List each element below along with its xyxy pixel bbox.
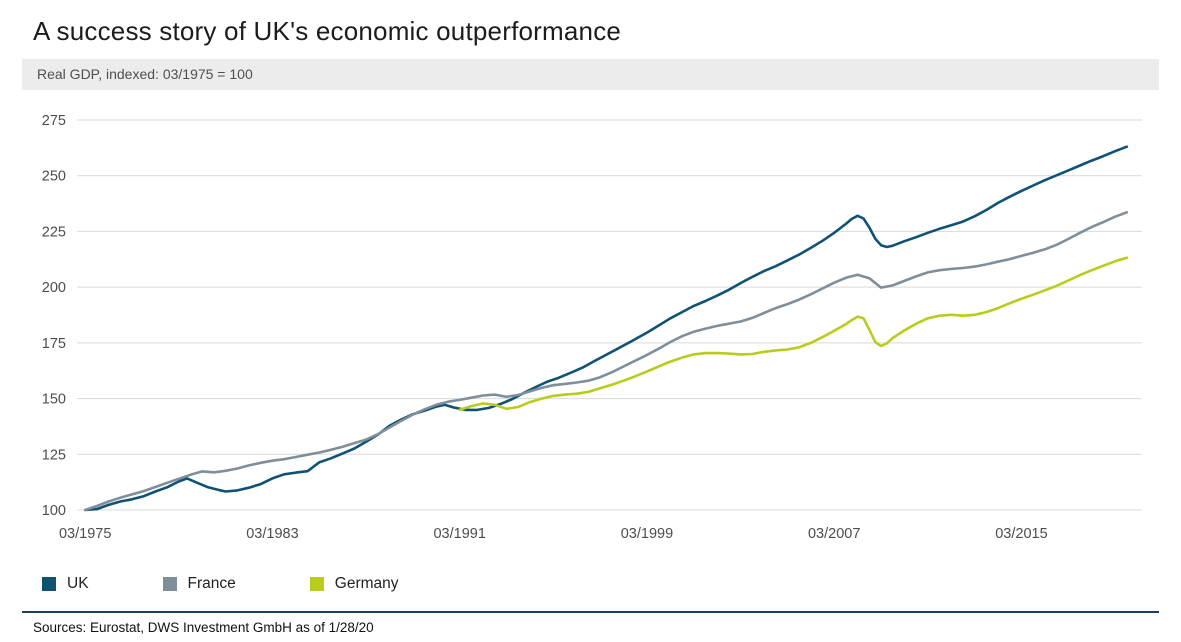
legend-swatch-france <box>162 577 177 591</box>
page-title: A success story of UK's economic outperf… <box>33 16 622 46</box>
x-tick-label: 03/1983 <box>246 526 298 542</box>
legend-item-uk: UK <box>42 575 89 593</box>
legend-swatch-uk <box>42 577 56 591</box>
legend-swatch-germany <box>309 577 324 591</box>
y-tick-label: 100 <box>42 503 66 519</box>
legend-label-france: France <box>187 575 236 592</box>
x-tick-label: 03/1999 <box>621 526 673 542</box>
series-line-germany <box>458 256 1129 412</box>
legend-label-uk: UK <box>67 575 89 592</box>
legend-item-germany: Germany <box>309 575 399 593</box>
chart-legend: UK France Germany <box>22 562 1159 602</box>
chart-subtitle: Real GDP, indexed: 03/1975 = 100 <box>22 59 1159 90</box>
x-tick-label: 03/1975 <box>59 526 111 542</box>
x-tick-label: 03/1991 <box>433 526 485 542</box>
series-line-uk <box>83 145 1129 512</box>
series-line-france <box>83 211 1129 512</box>
y-tick-label: 150 <box>42 392 66 408</box>
footer-divider <box>22 611 1159 613</box>
gdp-line-chart: 100 125 150 175 200 225 250 275 03/1975 03/1983 03… <box>22 90 1159 562</box>
x-tick-label: 03/2015 <box>995 526 1047 542</box>
sources-note: Sources: Eurostat, DWS Investment GmbH a… <box>33 620 374 635</box>
y-tick-label: 275 <box>42 113 66 129</box>
legend-item-france: France <box>162 575 236 593</box>
y-tick-label: 125 <box>42 447 66 463</box>
y-tick-label: 225 <box>42 224 66 240</box>
y-tick-label: 175 <box>42 336 66 352</box>
x-tick-label: 03/2007 <box>808 526 860 542</box>
legend-label-germany: Germany <box>334 575 399 592</box>
y-tick-label: 250 <box>42 169 66 185</box>
y-tick-label: 200 <box>42 280 66 296</box>
